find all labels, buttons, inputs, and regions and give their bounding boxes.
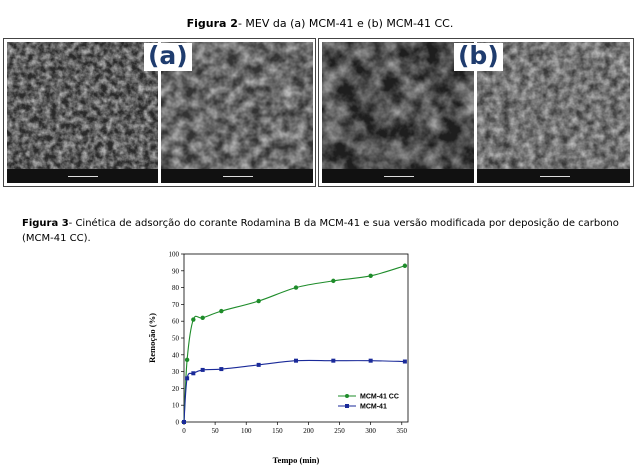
- figure-2-label: Figura 2: [186, 17, 238, 30]
- y-tick-label: 90: [172, 267, 180, 275]
- panel-label-b: (b): [454, 43, 503, 71]
- figure-3-label: Figura 3: [22, 218, 69, 229]
- sem-info-bar: [477, 169, 630, 183]
- y-tick-label: 80: [172, 284, 180, 292]
- x-tick-label: 350: [397, 427, 408, 435]
- sem-info-bar: [161, 169, 313, 183]
- data-point-mcm-41-cc: [200, 315, 205, 321]
- y-tick-label: 0: [176, 419, 180, 427]
- data-point-mcm-41: [256, 362, 261, 367]
- data-point-mcm-41: [402, 359, 407, 364]
- data-point-mcm-41: [368, 358, 373, 363]
- series-line-mcm-41-cc: [183, 265, 406, 423]
- x-tick-label: 0: [182, 427, 186, 435]
- x-tick-label: 200: [303, 427, 314, 435]
- y-tick-label: 10: [172, 402, 180, 410]
- data-point-mcm-41: [331, 358, 336, 363]
- data-point-mcm-41: [182, 420, 186, 424]
- data-point-mcm-41: [294, 358, 298, 363]
- x-tick-label: 50: [212, 427, 220, 435]
- sem-panel-b: (b): [318, 38, 634, 187]
- sem-image-b-low-mag: [322, 42, 474, 183]
- legend-label-mcm-41: MCM-41: [360, 404, 387, 411]
- panel-label-a: (a): [144, 43, 192, 71]
- x-tick-label: 250: [334, 427, 345, 435]
- x-axis-label: Tempo (min): [273, 455, 320, 465]
- y-tick-label: 100: [169, 251, 180, 259]
- x-tick-label: 100: [241, 427, 252, 435]
- data-point-mcm-41: [191, 371, 196, 376]
- legend-marker-mcm-41-cc: [345, 394, 349, 398]
- y-tick-label: 40: [172, 351, 180, 359]
- data-point-mcm-41: [185, 376, 190, 381]
- y-tick-label: 60: [172, 318, 180, 326]
- sem-panel-a: (a): [3, 38, 316, 187]
- figure-3-caption: Figura 3- Cinética de adsorção do corant…: [22, 216, 634, 246]
- sem-info-bar: [322, 169, 474, 183]
- x-tick-label: 300: [365, 427, 376, 435]
- legend-label-mcm-41-cc: MCM-41 CC: [360, 394, 399, 401]
- sem-info-bar: [7, 169, 158, 183]
- data-point-mcm-41: [219, 367, 224, 372]
- figure-2-caption: Figura 2- MEV da (a) MCM-41 e (b) MCM-41…: [0, 16, 640, 31]
- data-point-mcm-41-cc: [256, 298, 261, 304]
- data-point-mcm-41-cc: [402, 263, 408, 268]
- sem-image-b-high-mag: [477, 42, 630, 183]
- figure-2-caption-text: - MEV da (a) MCM-41 e (b) MCM-41 CC.: [237, 17, 454, 30]
- data-point-mcm-41-cc: [184, 357, 190, 363]
- y-tick-label: 30: [172, 368, 180, 376]
- y-tick-label: 20: [172, 385, 180, 393]
- legend-marker-mcm-41: [345, 404, 349, 408]
- figure-3-caption-text: - Cinética de adsorção do corante Rodami…: [22, 218, 619, 244]
- data-point-mcm-41-cc: [219, 308, 224, 314]
- data-point-mcm-41-cc: [331, 278, 336, 284]
- y-axis-label: Remoção (%): [147, 313, 157, 363]
- sem-image-a-low-mag: [7, 42, 158, 183]
- y-tick-label: 50: [172, 335, 180, 343]
- adsorption-kinetics-chart: 0 10 20 30 40 50 60 70 80 90 100 0 50 100 150 200 250 300…: [147, 251, 409, 465]
- data-point-mcm-41-cc: [293, 285, 299, 290]
- y-tick-label: 70: [172, 301, 180, 309]
- data-point-mcm-41-cc: [191, 317, 196, 322]
- data-point-mcm-41-cc: [368, 273, 373, 279]
- data-point-mcm-41: [200, 367, 205, 372]
- x-tick-label: 150: [272, 427, 283, 435]
- series-line-mcm-41: [183, 359, 405, 423]
